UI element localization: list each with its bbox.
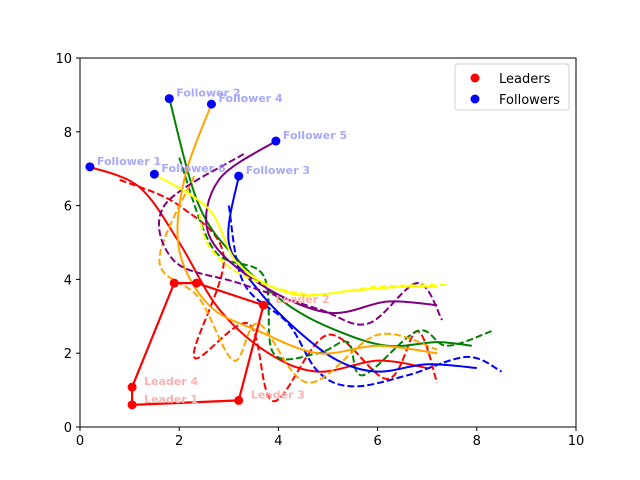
y-tick-label-0: 0 bbox=[64, 421, 72, 436]
trajectory-3-solid bbox=[168, 98, 472, 348]
follower-label-3: Follower 3 bbox=[246, 164, 310, 177]
leader-point-1 bbox=[127, 400, 137, 410]
axes-frame bbox=[79, 57, 577, 428]
follower-point-6 bbox=[149, 169, 159, 179]
leader-point-3 bbox=[234, 395, 244, 405]
y-tick-label-2: 2 bbox=[64, 347, 72, 362]
leader-label-4: Leader 4 bbox=[144, 375, 198, 388]
y-tick-label-8: 8 bbox=[64, 126, 72, 141]
follower-point-5 bbox=[271, 136, 281, 146]
y-tick-label-6: 6 bbox=[64, 200, 72, 215]
y-tick-label-10: 10 bbox=[55, 52, 72, 67]
trajectory-5-solid bbox=[227, 175, 477, 373]
follower-label-1: Follower 1 bbox=[97, 155, 161, 168]
follower-point-3 bbox=[234, 171, 244, 181]
legend: Leaders Followers bbox=[454, 63, 570, 111]
follower-label-4: Follower 4 bbox=[218, 92, 283, 105]
trajectory-8-dashed bbox=[158, 175, 438, 384]
follower-point-4 bbox=[206, 99, 216, 109]
legend-box bbox=[454, 63, 570, 111]
leader-point-2 bbox=[259, 300, 269, 310]
x-tick-label-4: 4 bbox=[274, 434, 282, 449]
trajectories bbox=[89, 98, 503, 403]
y-tick-label-4: 4 bbox=[64, 273, 72, 288]
axes: 0 2 4 6 8 10 0 2 4 6 8 10 bbox=[55, 52, 584, 449]
follower-label-5: Follower 5 bbox=[283, 129, 347, 142]
x-tick-label-0: 0 bbox=[76, 434, 84, 449]
point-labels: Leader 1 Leader 2 Leader 3 Leader 4 Follower… bbox=[97, 87, 347, 406]
x-tick-label-6: 6 bbox=[373, 434, 381, 449]
legend-label-leaders: Leaders bbox=[499, 72, 551, 87]
leader-point-4 bbox=[127, 382, 137, 392]
x-tick-label-2: 2 bbox=[175, 434, 183, 449]
x-tick-label-10: 10 bbox=[568, 434, 585, 449]
x-tick-label-8: 8 bbox=[473, 434, 481, 449]
trajectory-1-solid bbox=[89, 165, 428, 373]
trajectory-6-dashed bbox=[227, 205, 503, 388]
leader-point-5 bbox=[169, 278, 179, 288]
trajectory-12-dashed bbox=[198, 212, 448, 296]
trajectory-7-solid bbox=[176, 103, 438, 355]
leader-point-6 bbox=[192, 278, 202, 288]
follower-label-2: Follower 2 bbox=[176, 87, 240, 100]
follower-point-1 bbox=[85, 162, 95, 172]
markers bbox=[85, 94, 281, 410]
follower-label-6: Follower 6 bbox=[161, 162, 226, 175]
trajectory-9-solid bbox=[205, 140, 438, 315]
leader-label-2: Leader 2 bbox=[276, 293, 330, 306]
trajectory-11-solid bbox=[153, 173, 438, 297]
legend-label-followers: Followers bbox=[499, 93, 560, 108]
leader-label-3: Leader 3 bbox=[251, 388, 305, 401]
leader-label-1: Leader 1 bbox=[144, 393, 198, 406]
follower-point-2 bbox=[164, 94, 174, 104]
legend-marker-leaders bbox=[470, 73, 480, 83]
trajectory-4-dashed bbox=[178, 157, 493, 377]
legend-marker-followers bbox=[470, 94, 480, 104]
